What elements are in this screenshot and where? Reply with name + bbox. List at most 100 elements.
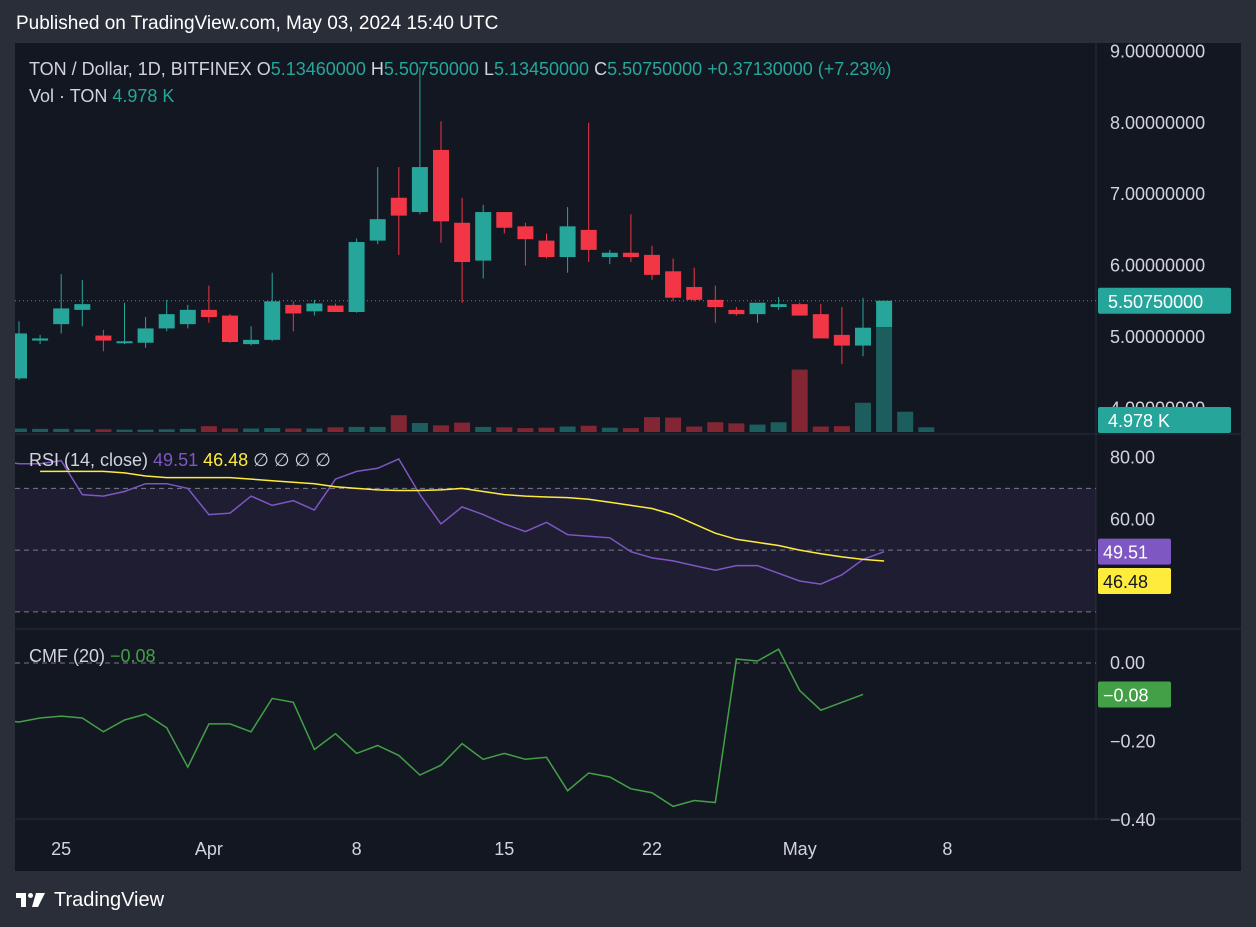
volume-bar <box>855 402 871 432</box>
volume-bar <box>897 411 914 432</box>
volume-bar <box>918 427 935 432</box>
candle-body <box>222 315 238 342</box>
volume-bar <box>517 428 534 432</box>
cmf-tick-label: −0.20 <box>1110 732 1156 752</box>
candle-body <box>243 339 260 345</box>
volume-bar <box>222 428 238 432</box>
candle-body <box>707 299 724 308</box>
candle-body <box>327 305 344 313</box>
rsi-value-badge-bg <box>1098 538 1171 565</box>
time-tick-label: Apr <box>195 839 223 859</box>
cmf-legend-label: CMF (20) <box>29 646 110 666</box>
volume-bar <box>876 327 893 432</box>
volume-bar <box>200 426 217 432</box>
volume-legend: Vol · TON 4.978 K <box>29 86 174 106</box>
volume-bar <box>74 429 91 432</box>
volume-bar <box>728 423 745 432</box>
volume-legend-label: Vol · TON <box>29 86 112 106</box>
volume-bar <box>833 426 850 432</box>
time-tick-label: 8 <box>942 839 952 859</box>
candle-body <box>116 341 133 344</box>
candle-body <box>475 212 492 261</box>
volume-bar <box>622 428 639 432</box>
footer-brand-name: TradingView <box>54 888 165 911</box>
volume-bar <box>580 425 597 432</box>
candle-body <box>15 333 27 379</box>
volume-bar <box>327 427 344 432</box>
volume-badge: 4.978 K <box>1108 411 1170 431</box>
volume-bar <box>116 429 133 432</box>
price-tick-label: 6.00000000 <box>1110 256 1205 276</box>
volume-bar <box>665 417 682 432</box>
legend-close-value: 5.50750000 <box>607 59 707 79</box>
candle-body <box>728 309 745 315</box>
cmf-legend: CMF (20) −0.08 <box>29 646 156 666</box>
time-tick-label: 8 <box>352 839 362 859</box>
volume-bar <box>770 422 787 432</box>
published-header: Published on TradingView.com, May 03, 20… <box>16 13 499 34</box>
footer-branding: TradingView <box>16 886 164 914</box>
volume-bar <box>475 426 492 432</box>
volume-bar <box>15 428 27 432</box>
candle-body <box>32 338 49 341</box>
volume-bar <box>264 428 281 432</box>
candle-body <box>53 308 70 325</box>
volume-bar <box>686 426 703 432</box>
volume-badge-bg <box>1098 407 1231 433</box>
candle-body <box>833 334 850 346</box>
rsi-ma-badge-bg <box>1098 568 1171 595</box>
chart-canvas[interactable]: 9.00000000 8.00000000 7.00000000 6.00000000… <box>15 43 1241 871</box>
volume-bar <box>411 423 428 432</box>
candle-body <box>855 327 871 346</box>
price-tick-label: 7.00000000 <box>1110 184 1205 204</box>
legend-low-label: L <box>484 59 494 79</box>
legend-low-value: 5.13450000 <box>494 59 594 79</box>
volume-bar <box>179 428 196 432</box>
candle-body <box>369 219 386 241</box>
candle-body <box>348 242 365 313</box>
rsi-tick-label: 80.00 <box>1110 448 1155 468</box>
rsi-value-badge: 49.51 <box>1103 543 1148 563</box>
candle-body <box>411 167 428 213</box>
candle-body <box>454 222 471 263</box>
candle-body <box>601 252 618 258</box>
rsi-ma-legend-value: 46.48 <box>203 450 253 470</box>
time-tick-label: 25 <box>51 839 71 859</box>
volume-bar <box>433 425 449 432</box>
cmf-legend-value: −0.08 <box>110 646 156 666</box>
candle-body <box>158 314 175 329</box>
volume-legend-value: 4.978 K <box>112 86 174 106</box>
volume-bar <box>53 428 70 432</box>
legend-open-label: O <box>257 59 271 79</box>
volume-bar <box>95 429 112 432</box>
chart-frame[interactable]: 9.00000000 8.00000000 7.00000000 6.00000000… <box>15 43 1241 871</box>
volume-bar <box>791 369 808 432</box>
rsi-ma-badge: 46.48 <box>1103 572 1148 592</box>
cmf-tick-label: −0.40 <box>1110 810 1156 830</box>
candle-body <box>433 149 449 222</box>
candle-body <box>876 300 893 328</box>
last-price-badge: 5.50750000 <box>1108 292 1203 312</box>
last-price-badge-bg <box>1098 287 1231 314</box>
candle-body <box>791 304 808 316</box>
legend-open-value: 5.13460000 <box>271 59 371 79</box>
volume-bar <box>32 428 49 432</box>
candle-body <box>770 304 787 308</box>
volume-bar <box>538 427 555 432</box>
price-tick-label: 8.00000000 <box>1110 113 1205 133</box>
volume-bar <box>369 426 386 432</box>
volume-bar <box>285 428 302 432</box>
legend-close-label: C <box>594 59 607 79</box>
cmf-line <box>15 648 864 808</box>
candle-body <box>285 304 302 314</box>
volume-bar <box>496 427 513 432</box>
volume-bar <box>601 427 618 432</box>
rsi-legend-value: 49.51 <box>153 450 203 470</box>
candle-body <box>517 226 534 240</box>
price-legend: TON / Dollar, 1D, BITFINEX O5.13460000 H… <box>29 59 891 79</box>
price-tick-label: 5.00000000 <box>1110 327 1205 347</box>
volume-bar <box>454 422 471 432</box>
volume-bar <box>348 426 365 432</box>
candle-body <box>622 252 639 258</box>
volume-bar <box>306 428 323 432</box>
